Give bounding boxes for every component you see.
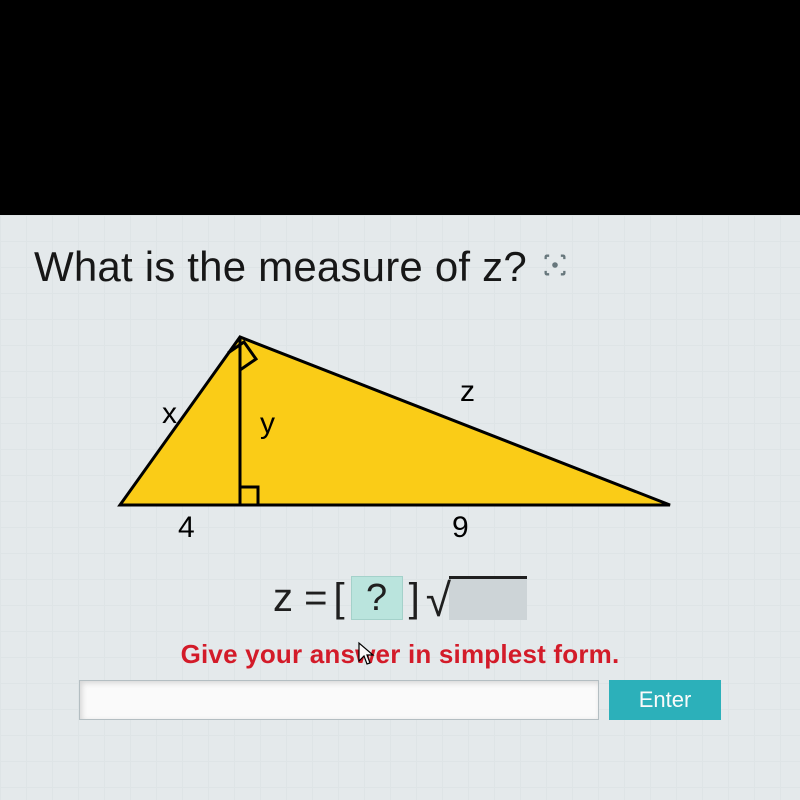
top-black-bar	[0, 0, 800, 215]
worksheet-area: What is the measure of z? x y z 4 9	[0, 215, 800, 800]
google-lens-icon[interactable]	[541, 251, 569, 284]
cursor-icon	[356, 641, 376, 672]
svg-text:9: 9	[452, 511, 469, 544]
question-row: What is the measure of z?	[34, 243, 766, 291]
radical-symbol: √	[426, 577, 451, 623]
square-root: √	[426, 575, 527, 621]
expression-lhs: z =	[273, 576, 327, 621]
svg-text:x: x	[162, 397, 177, 430]
bracket-open: [	[333, 576, 344, 621]
enter-button[interactable]: Enter	[609, 680, 721, 720]
triangle-diagram: x y z 4 9	[34, 315, 766, 555]
answer-coefficient-box[interactable]: ?	[351, 576, 403, 620]
expression-row: z = [ ? ] √	[34, 575, 766, 621]
answer-input[interactable]	[79, 680, 599, 720]
svg-text:y: y	[260, 407, 275, 440]
question-text: What is the measure of z?	[34, 243, 527, 291]
hint-text: Give your answer in simplest form.	[34, 639, 766, 670]
svg-text:z: z	[460, 375, 475, 408]
answer-row: Enter	[34, 680, 766, 720]
answer-radicand-box[interactable]	[449, 576, 527, 620]
bracket-close: ]	[409, 576, 420, 621]
svg-text:4: 4	[178, 511, 195, 544]
